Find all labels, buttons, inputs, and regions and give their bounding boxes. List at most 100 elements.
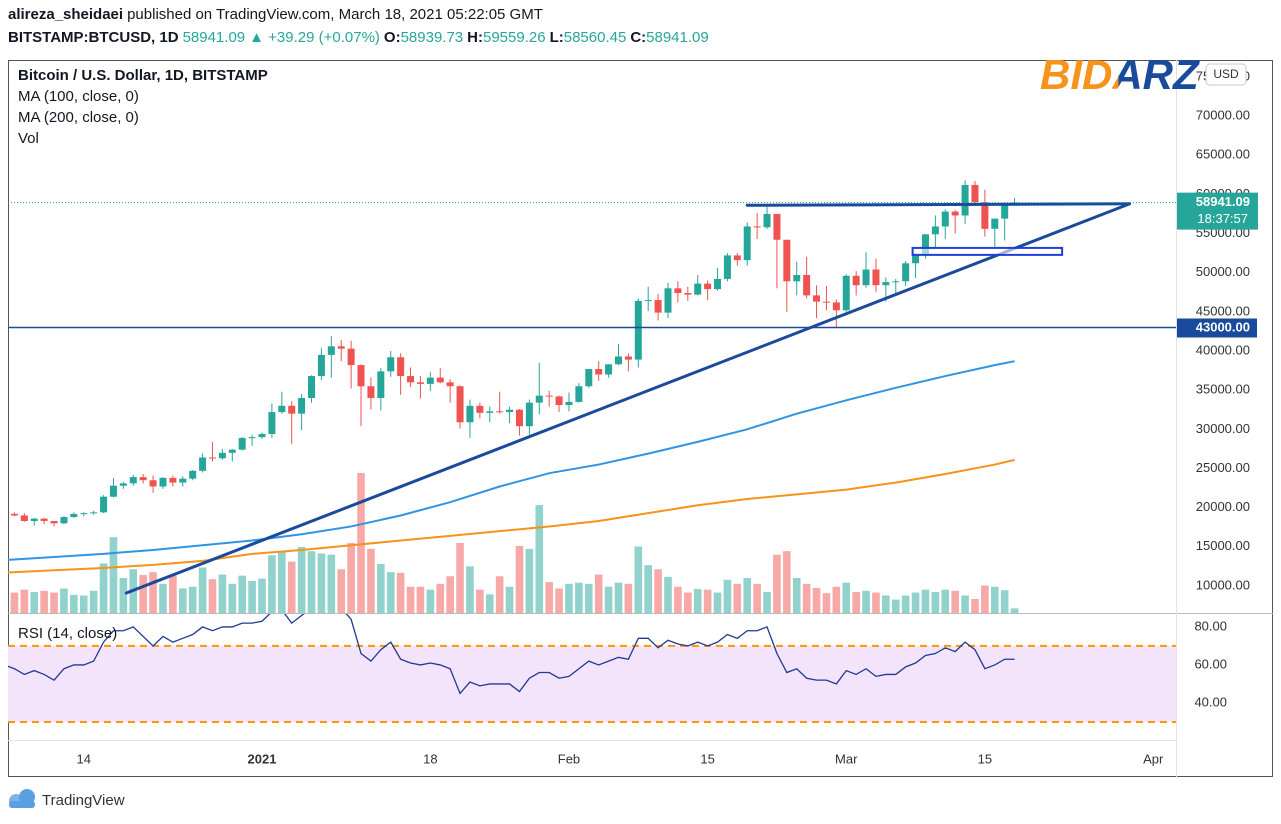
- volume-bar: [99, 563, 108, 613]
- candle-body: [674, 288, 682, 294]
- volume-bar: [644, 565, 652, 613]
- publish-line: alireza_sheidaei published on TradingView…: [8, 6, 543, 23]
- candle-body: [912, 253, 920, 264]
- candle-body: [991, 218, 999, 229]
- candle-body: [654, 300, 662, 313]
- candle-body: [337, 346, 345, 349]
- volume-bar: [822, 593, 831, 613]
- volume-bar: [525, 548, 534, 613]
- volume-bar: [178, 588, 187, 613]
- volume-bar: [485, 594, 494, 613]
- volume-bar: [921, 589, 930, 613]
- volume-bar: [317, 553, 326, 613]
- volume-bar: [50, 592, 58, 613]
- high: 59559.26: [482, 29, 546, 46]
- close: 58941.09: [646, 29, 709, 46]
- zone-box: [911, 246, 1064, 256]
- volume-bar: [545, 582, 553, 613]
- candle-body: [971, 184, 979, 203]
- candle-body: [535, 395, 543, 403]
- candle-body: [377, 371, 385, 398]
- volume-bar: [990, 586, 999, 613]
- volume-bar: [931, 592, 940, 613]
- volume-bar: [228, 583, 237, 613]
- volume-bar: [169, 575, 177, 613]
- volume-bar: [753, 583, 761, 613]
- candle-body: [882, 282, 890, 286]
- ohlc-label: O:: [383, 29, 401, 46]
- candle-body: [763, 213, 771, 228]
- open: 58939.73: [400, 29, 464, 46]
- x-tick-label: 15: [978, 751, 992, 766]
- volume-bar: [307, 551, 316, 613]
- rsi-tick-label: 60.00: [1194, 656, 1227, 671]
- candle-body: [407, 376, 415, 383]
- price-line-label: 43000.00: [1196, 319, 1250, 334]
- y-tick-label: 10000.00: [1196, 577, 1250, 592]
- candle-body: [634, 300, 642, 360]
- candle-body: [40, 518, 48, 521]
- candle-body: [476, 405, 484, 413]
- legend-ma100: MA (100, close, 0): [18, 88, 139, 105]
- volume-bar: [882, 595, 890, 613]
- candle-body: [931, 226, 939, 235]
- candle-body: [416, 382, 424, 384]
- x-tick-label: 14: [77, 751, 91, 766]
- volume-bar: [466, 566, 474, 613]
- volume-bar: [436, 583, 445, 613]
- volume-bar: [951, 590, 959, 613]
- candle-body: [941, 211, 949, 227]
- volume-bar: [396, 572, 405, 613]
- published: published on TradingView.com, March 18, …: [127, 6, 543, 23]
- volume-bar: [30, 592, 39, 613]
- candle-body: [109, 485, 117, 497]
- volume-bar: [416, 586, 425, 613]
- volume-bar: [1000, 590, 1009, 613]
- candle-body: [614, 356, 622, 365]
- candle-body: [486, 411, 494, 413]
- candle-body: [515, 409, 523, 427]
- ohlc-label: L:: [549, 29, 564, 46]
- volume-bar: [733, 583, 742, 613]
- volume-bar: [981, 585, 989, 613]
- volume-bar: [287, 561, 296, 613]
- moving-average: [8, 360, 1015, 561]
- candle-body: [80, 513, 88, 515]
- volume-bar: [218, 574, 227, 613]
- volume-bar: [941, 589, 950, 613]
- candle-body: [308, 376, 316, 398]
- x-tick-label: Apr: [1143, 751, 1164, 766]
- volume-bar: [654, 569, 662, 613]
- volume-bar: [40, 590, 48, 613]
- volume-bar: [773, 554, 781, 613]
- volume-bar: [911, 592, 920, 613]
- volume-bar: [664, 576, 672, 613]
- y-tick-label: 15000.00: [1196, 538, 1250, 553]
- volume-bar: [337, 569, 346, 613]
- volume-bar: [446, 576, 454, 613]
- bar-timer: 18:37:57: [1197, 211, 1248, 226]
- volume-bar: [89, 590, 98, 613]
- volume-bar: [743, 578, 752, 613]
- trend-line: [745, 202, 1131, 207]
- candle-body: [852, 275, 860, 286]
- candle-body: [961, 184, 969, 216]
- volume-bar: [723, 579, 732, 613]
- moving-average: [8, 458, 1015, 574]
- candle-body: [70, 513, 78, 518]
- currency-button: [1205, 63, 1247, 86]
- candle-body: [743, 226, 751, 261]
- candle-body: [803, 275, 811, 296]
- volume-bar: [119, 578, 128, 613]
- volume-bar: [149, 572, 157, 613]
- volume-bar: [10, 592, 19, 613]
- volume-bar: [713, 592, 722, 613]
- volume-bar: [584, 583, 593, 613]
- candle-body: [714, 278, 722, 290]
- candle-body: [149, 480, 157, 487]
- candle-body: [159, 477, 167, 487]
- volume-bar: [634, 546, 643, 613]
- last-price-label: 58941.09: [1196, 194, 1250, 209]
- candle-body: [605, 364, 613, 375]
- candle-body: [496, 411, 504, 413]
